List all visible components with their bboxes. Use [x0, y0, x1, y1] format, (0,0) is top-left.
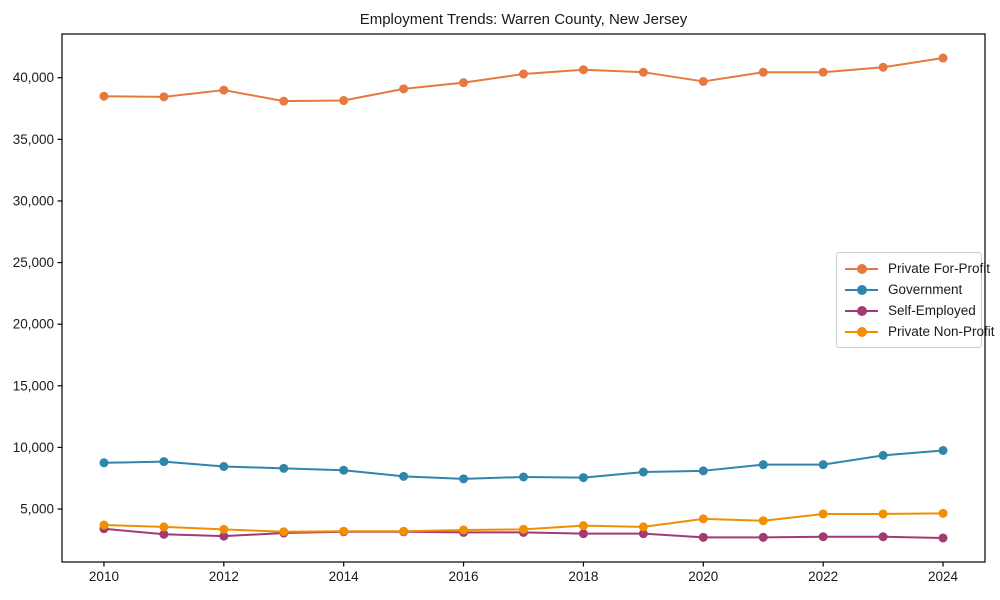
data-point-government	[459, 474, 469, 484]
data-point-private-for-profit	[519, 69, 528, 79]
y-tick-label: 25,000	[13, 255, 54, 270]
data-point-self-employed	[578, 529, 588, 539]
data-point-government	[818, 460, 828, 470]
x-tick-label: 2010	[89, 569, 119, 584]
data-point-private-for-profit	[339, 96, 349, 106]
data-point-self-employed	[219, 531, 229, 541]
legend-line-marker-icon	[845, 326, 878, 337]
data-point-private-for-profit	[938, 53, 948, 63]
legend-line-marker-icon	[845, 284, 878, 295]
x-tick-label: 2022	[808, 569, 838, 584]
legend-item-government: Government	[845, 279, 973, 300]
data-point-self-employed	[638, 529, 648, 539]
data-point-government	[758, 460, 768, 470]
data-point-private-non-profit	[219, 524, 229, 534]
series-line-private-for-profit	[102, 57, 945, 103]
chart-title: Employment Trends: Warren County, New Je…	[359, 11, 688, 28]
legend-item-private-for-profit: Private For-Profit	[845, 258, 990, 279]
data-point-private-non-profit	[159, 522, 169, 532]
data-point-self-employed	[938, 533, 948, 543]
data-point-private-non-profit	[279, 527, 289, 537]
data-point-private-non-profit	[818, 509, 828, 519]
data-point-government	[159, 457, 169, 467]
data-point-government	[399, 471, 409, 481]
y-tick-label: 40,000	[13, 70, 54, 85]
data-point-self-employed	[878, 532, 888, 542]
data-point-government	[219, 462, 229, 472]
data-point-private-non-profit	[578, 521, 588, 531]
legend: Private For-Profit Government Self-Emplo…	[836, 252, 995, 348]
data-point-private-non-profit	[519, 524, 528, 534]
data-point-self-employed	[818, 532, 828, 542]
x-tick-label: 2012	[209, 569, 239, 584]
data-point-private-for-profit	[758, 67, 768, 77]
data-point-government	[578, 473, 588, 483]
x-tick-label: 2024	[928, 569, 959, 584]
legend-label: Private Non-Profit	[888, 324, 995, 339]
data-point-private-for-profit	[159, 92, 169, 102]
data-point-private-non-profit	[99, 520, 109, 530]
legend-item-self-employed: Self-Employed	[845, 300, 976, 321]
y-tick-label: 20,000	[13, 317, 54, 332]
data-point-self-employed	[698, 532, 708, 542]
data-point-government	[99, 458, 109, 468]
data-point-government	[279, 463, 289, 473]
plot-frame	[61, 33, 986, 563]
y-tick-label: 35,000	[13, 132, 54, 147]
data-point-self-employed	[758, 532, 768, 542]
data-point-private-for-profit	[698, 76, 708, 86]
data-point-private-non-profit	[938, 508, 948, 518]
data-point-government	[878, 450, 888, 460]
data-point-private-non-profit	[638, 522, 648, 532]
legend-label: Private For-Profit	[888, 261, 991, 276]
data-point-private-for-profit	[99, 91, 109, 101]
data-point-private-non-profit	[878, 509, 888, 519]
data-point-government	[938, 445, 948, 455]
data-point-private-non-profit	[399, 526, 409, 536]
data-point-government	[519, 472, 528, 482]
y-tick-label: 10,000	[13, 440, 54, 455]
legend-line-marker-icon	[845, 305, 878, 316]
data-point-private-for-profit	[459, 78, 469, 88]
x-tick-label: 2018	[568, 569, 598, 584]
data-point-self-employed	[159, 529, 169, 539]
data-point-government	[698, 466, 708, 476]
data-point-private-for-profit	[399, 84, 409, 94]
data-point-private-for-profit	[578, 65, 588, 75]
data-point-private-for-profit	[219, 85, 229, 95]
data-point-government	[339, 465, 349, 475]
data-point-private-non-profit	[698, 514, 708, 524]
data-point-government	[638, 467, 648, 477]
legend-label: Government	[888, 282, 963, 297]
data-point-private-for-profit	[878, 62, 888, 72]
data-point-private-for-profit	[818, 67, 828, 77]
data-point-private-for-profit	[638, 67, 648, 77]
x-tick-label: 2020	[688, 569, 718, 584]
legend-line-marker-icon	[845, 263, 878, 274]
data-point-private-non-profit	[758, 516, 768, 526]
y-tick-label: 15,000	[13, 378, 54, 393]
legend-item-private-non-profit: Private Non-Profit	[845, 321, 995, 342]
y-tick-label: 5,000	[20, 502, 54, 517]
data-point-private-non-profit	[459, 525, 469, 535]
data-point-private-non-profit	[339, 526, 349, 536]
x-tick-label: 2014	[329, 569, 360, 584]
data-point-private-for-profit	[279, 96, 289, 106]
x-tick-label: 2016	[449, 569, 479, 584]
y-tick-label: 30,000	[13, 193, 54, 208]
legend-label: Self-Employed	[888, 303, 976, 318]
